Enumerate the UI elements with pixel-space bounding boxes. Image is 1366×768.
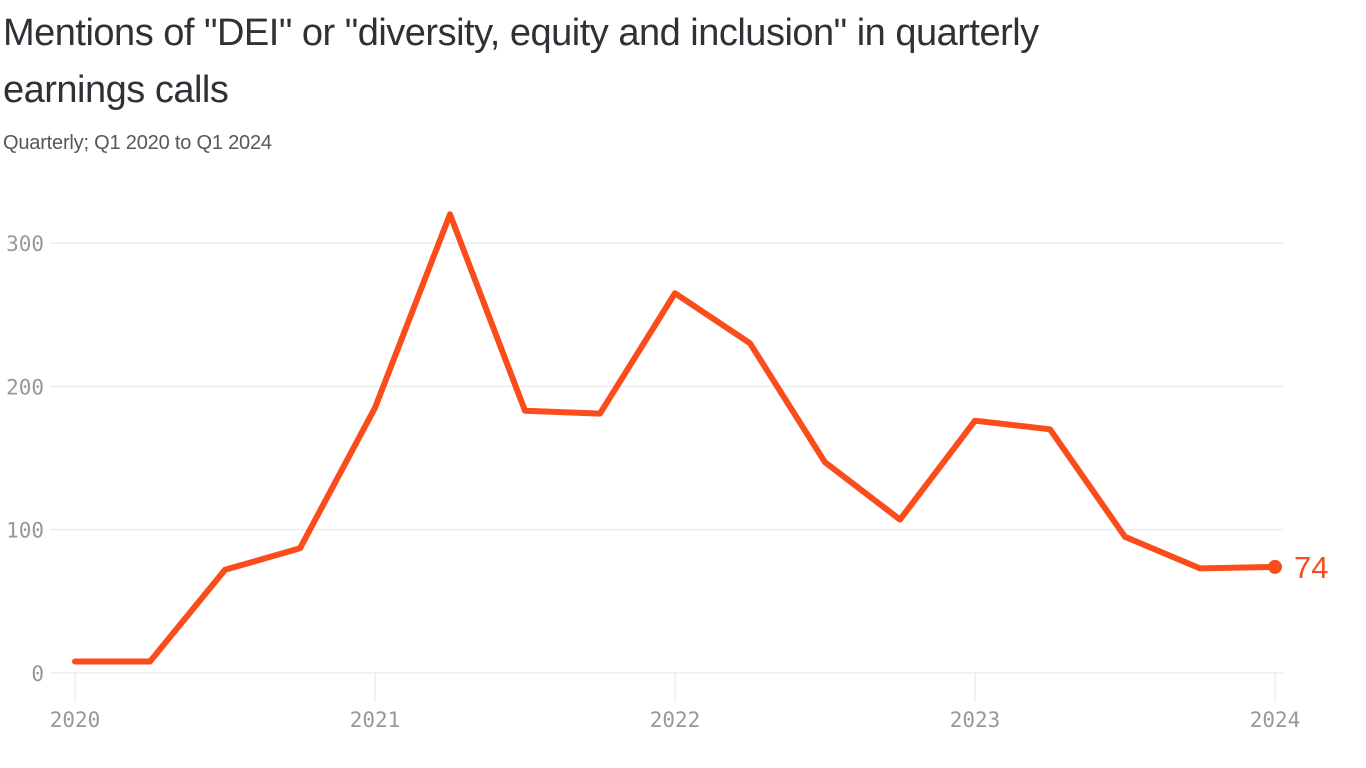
chart-header: Mentions of "DEI" or "diversity, equity … (0, 0, 1039, 154)
x-tick-label-2022: 2022 (650, 708, 701, 732)
y-tick-label-100: 100 (6, 519, 44, 543)
x-tick-label-2020: 2020 (50, 708, 101, 732)
x-tick-label-2024: 2024 (1250, 708, 1301, 732)
x-tick-label-2023: 2023 (950, 708, 1001, 732)
end-point-value-label: 74 (1294, 550, 1328, 585)
chart-title-line-1: Mentions of "DEI" or "diversity, equity … (3, 12, 1039, 54)
y-tick-label-200: 200 (6, 375, 44, 399)
end-point-dot (1268, 559, 1282, 574)
y-tick-label-300: 300 (6, 232, 44, 256)
chart-title-line-2: earnings calls (3, 69, 229, 111)
y-tick-label-0: 0 (31, 662, 44, 686)
x-tick-label-2021: 2021 (350, 708, 401, 732)
chart-title: Mentions of "DEI" or "diversity, equity … (3, 5, 1039, 119)
dei-mentions-series-line (72, 211, 1278, 665)
chart-subtitle: Quarterly; Q1 2020 to Q1 2024 (3, 132, 272, 154)
